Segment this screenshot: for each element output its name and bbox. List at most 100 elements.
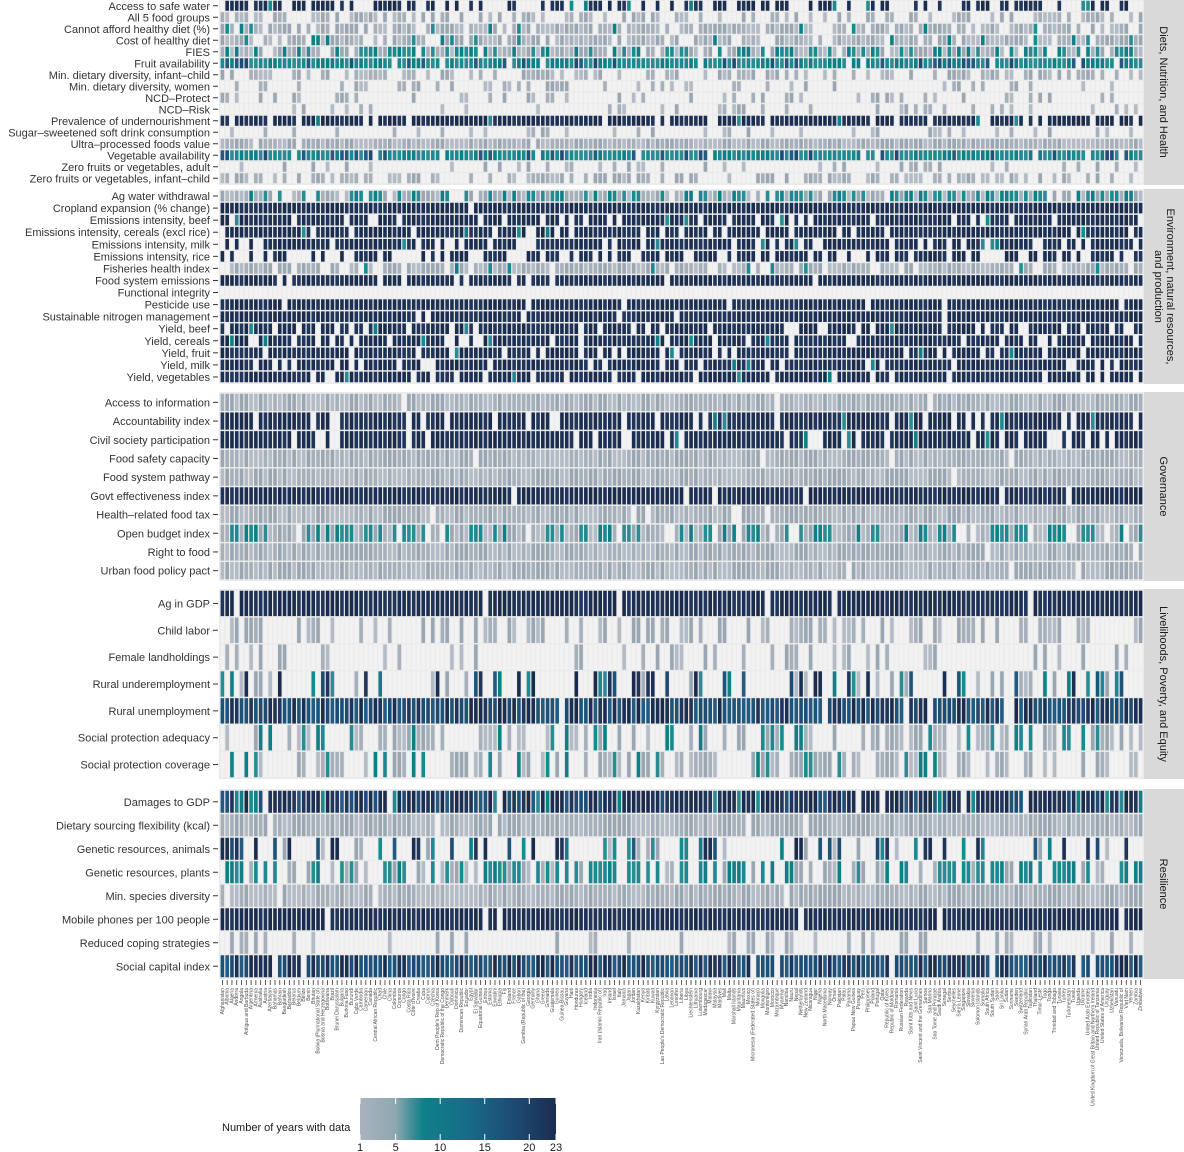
heatmap-cell [220, 299, 225, 310]
heatmap-cell [823, 214, 827, 226]
heatmap-cell [641, 263, 646, 274]
heatmap-cell [914, 275, 918, 286]
heatmap-cell [804, 69, 808, 80]
heatmap-cell [866, 81, 870, 92]
heatmap-cell [459, 239, 464, 250]
heatmap-cell [952, 46, 956, 57]
heatmap-cell [560, 104, 564, 115]
heatmap-cell [541, 92, 545, 103]
heatmap-cell [1105, 69, 1109, 80]
heatmap-cell [947, 58, 952, 69]
heatmap-row: Fruit availability [134, 58, 1143, 70]
heatmap-cell [885, 287, 889, 298]
heatmap-cell [679, 226, 684, 238]
heatmap-cell [1086, 12, 1090, 23]
heatmap-cell [321, 127, 325, 138]
heatmap-cell [359, 35, 363, 46]
heatmap-cell [483, 251, 488, 262]
heatmap-cell [445, 287, 449, 298]
heatmap-cell [665, 115, 669, 126]
heatmap-cell [1095, 239, 1100, 250]
heatmap-cell [239, 251, 244, 262]
heatmap-cell [426, 138, 430, 149]
heatmap-cell [464, 287, 469, 298]
heatmap-cell [497, 0, 502, 11]
heatmap-cell [660, 115, 665, 126]
heatmap-cell [952, 161, 956, 172]
heatmap-cell [512, 251, 516, 262]
heatmap-cell [607, 0, 612, 11]
heatmap-cell [1134, 58, 1138, 69]
heatmap-cell [297, 69, 301, 80]
heatmap-cell [1119, 226, 1124, 238]
heatmap-cell [598, 161, 602, 172]
heatmap-cell [282, 23, 287, 34]
heatmap-cell [220, 104, 225, 115]
heatmap-cell [488, 287, 492, 298]
heatmap-cell [918, 275, 923, 286]
heatmap-cell [775, 275, 779, 286]
heatmap-cell [512, 190, 516, 202]
heatmap-cell [1024, 251, 1028, 262]
heatmap-cell [1119, 173, 1124, 184]
heatmap-cell [655, 275, 660, 286]
heatmap-cell [837, 251, 842, 262]
heatmap-cell [545, 190, 550, 202]
heatmap-cell [230, 81, 234, 92]
heatmap-cell [493, 239, 497, 250]
heatmap-cell [588, 173, 593, 184]
heatmap-cell [478, 239, 483, 250]
heatmap-cell [541, 35, 545, 46]
heatmap-cell [258, 104, 263, 115]
heatmap-cell [464, 161, 469, 172]
heatmap-cell [804, 23, 808, 34]
heatmap-cell [799, 263, 803, 274]
heatmap-cell [483, 104, 488, 115]
heatmap-cell [827, 115, 832, 126]
heatmap-cell [995, 287, 999, 298]
heatmap-cell [234, 251, 239, 262]
heatmap-cell [746, 214, 751, 226]
heatmap-cell [1024, 161, 1028, 172]
heatmap-cell [914, 23, 918, 34]
heatmap-cell [866, 0, 870, 11]
heatmap-cell [1000, 23, 1004, 34]
heatmap-cell [349, 92, 354, 103]
heatmap-cell [249, 287, 253, 298]
heatmap-cell [311, 173, 316, 184]
heatmap-cell [584, 115, 588, 126]
heatmap-cell [1052, 202, 1057, 214]
heatmap-cell [847, 138, 851, 149]
heatmap-cell [655, 173, 660, 184]
heatmap-cell [1119, 127, 1124, 138]
heatmap-cell [354, 173, 359, 184]
heatmap-cell [1129, 239, 1133, 250]
heatmap-cell [961, 161, 966, 172]
heatmap-cell [287, 190, 292, 202]
heatmap-cell [483, 226, 488, 238]
heatmap-cell [273, 81, 277, 92]
heatmap-cell [1067, 69, 1071, 80]
heatmap-cell [541, 12, 545, 23]
heatmap-cell [397, 214, 402, 226]
heatmap-cell [569, 12, 574, 23]
heatmap-cell [880, 35, 885, 46]
heatmap-cell [1110, 92, 1114, 103]
heatmap-cell [402, 275, 406, 286]
heatmap-row: Cropland expansion (% change) [53, 202, 1143, 215]
heatmap-cell [832, 173, 837, 184]
heatmap-cell [588, 46, 593, 57]
heatmap-cell [890, 214, 894, 226]
heatmap-cell [808, 226, 813, 238]
heatmap-cell [727, 263, 732, 274]
heatmap-cell [980, 92, 985, 103]
heatmap-cell [359, 239, 363, 250]
heatmap-cell [847, 275, 851, 286]
heatmap-cell [263, 35, 268, 46]
heatmap-cell [679, 127, 684, 138]
heatmap-cell [732, 58, 736, 69]
heatmap-cell [1090, 190, 1095, 202]
heatmap-cell [933, 150, 937, 161]
heatmap-cell [1067, 104, 1071, 115]
heatmap-cell [440, 46, 445, 57]
